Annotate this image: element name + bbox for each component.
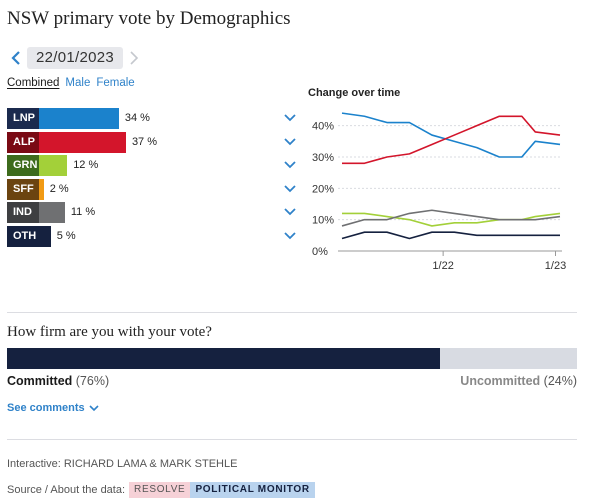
see-comments-label: See comments	[7, 402, 85, 414]
party-row-grn: GRN 12 %	[7, 155, 297, 176]
x-tick-label: 1/23	[545, 260, 566, 272]
party-row-alp: ALP 37 %	[7, 131, 297, 153]
firmness-title: How firm are you with your vote?	[7, 324, 212, 340]
party-badge: LNP	[7, 108, 39, 129]
divider	[7, 312, 577, 313]
party-row-ind: IND 11 %	[7, 202, 297, 223]
previous-date-button[interactable]	[7, 46, 25, 70]
party-row-lnp: LNP 34 %	[7, 108, 297, 129]
party-bar	[39, 131, 126, 153]
demographic-tabs: Combined Male Female	[7, 77, 135, 89]
party-row-oth: OTH 5 %	[7, 225, 297, 247]
committed-pct: (76%)	[75, 374, 110, 388]
see-comments-link[interactable]: See comments	[7, 402, 99, 414]
chevron-down-icon[interactable]	[283, 183, 297, 195]
chevron-down-icon[interactable]	[283, 136, 297, 148]
party-badge: GRN	[7, 155, 39, 176]
tab-female[interactable]: Female	[96, 77, 135, 89]
uncommitted-label: Uncommitted (24%)	[460, 374, 577, 388]
series-line-ind	[341, 209, 561, 227]
uncommitted-pct: (24%)	[543, 374, 577, 388]
party-percent: 2 %	[49, 182, 69, 195]
divider	[7, 439, 577, 440]
change-over-time-chart: 0% 10% 20% 30% 40% 1/22 1/23	[312, 112, 566, 272]
party-percent: 5 %	[56, 229, 76, 242]
party-badge: ALP	[7, 131, 39, 153]
committed-fill	[7, 348, 441, 369]
party-percent: 12 %	[73, 159, 99, 171]
y-tick-label: 40%	[312, 121, 334, 133]
y-tick-label: 0%	[312, 246, 328, 258]
chevron-down-icon[interactable]	[283, 112, 297, 124]
resolve-political-monitor-link[interactable]: RESOLVE POLITICAL MONITOR	[129, 482, 315, 498]
party-row-sff: SFF 2 %	[7, 178, 297, 200]
y-tick-label: 20%	[312, 183, 334, 195]
chart-title: Change over time	[308, 87, 401, 99]
credit-line: Interactive: RICHARD LAMA & MARK STEHLE	[7, 458, 238, 470]
x-tick-label: 1/22	[432, 260, 453, 272]
y-tick-label: 30%	[312, 152, 334, 164]
chevron-down-icon[interactable]	[283, 206, 297, 218]
tab-combined[interactable]: Combined	[7, 77, 60, 89]
chevron-left-icon	[11, 51, 20, 65]
party-badge: OTH	[7, 225, 39, 247]
tab-male[interactable]: Male	[65, 77, 91, 89]
party-badge: IND	[7, 202, 39, 223]
series-line-alp	[342, 115, 561, 165]
uncommitted-text: Uncommitted	[460, 374, 541, 388]
chevron-right-icon	[130, 51, 139, 65]
committed-text: Committed	[7, 374, 73, 388]
page-title: NSW primary vote by Demographics	[7, 8, 291, 29]
political-monitor-badge: POLITICAL MONITOR	[190, 482, 315, 498]
committed-label: Committed (76%)	[7, 374, 109, 388]
party-badge: SFF	[7, 178, 39, 200]
chevron-down-icon	[89, 404, 99, 411]
series-line-lnp	[341, 112, 561, 158]
source-label: Source / About the data:	[7, 484, 126, 496]
resolve-badge: RESOLVE	[129, 482, 191, 498]
party-percent: 37 %	[131, 135, 158, 148]
party-bar	[39, 108, 119, 129]
firmness-bar	[7, 348, 577, 369]
party-bar	[39, 225, 51, 247]
next-date-button[interactable]	[125, 46, 143, 70]
date-display: 22/01/2023	[27, 47, 124, 69]
party-percent: 34 %	[124, 112, 150, 124]
date-selector: 22/01/2023	[7, 46, 143, 70]
party-bar	[39, 202, 65, 223]
chevron-down-icon[interactable]	[283, 159, 297, 171]
y-tick-label: 10%	[312, 215, 334, 227]
series-line-grn	[342, 212, 561, 227]
party-percent: 11 %	[70, 206, 96, 218]
party-bar	[39, 155, 68, 176]
source-line: Source / About the data: RESOLVE POLITICA…	[7, 482, 315, 498]
series-line-oth	[341, 231, 560, 240]
party-bar	[39, 178, 44, 200]
chevron-down-icon[interactable]	[283, 230, 297, 242]
